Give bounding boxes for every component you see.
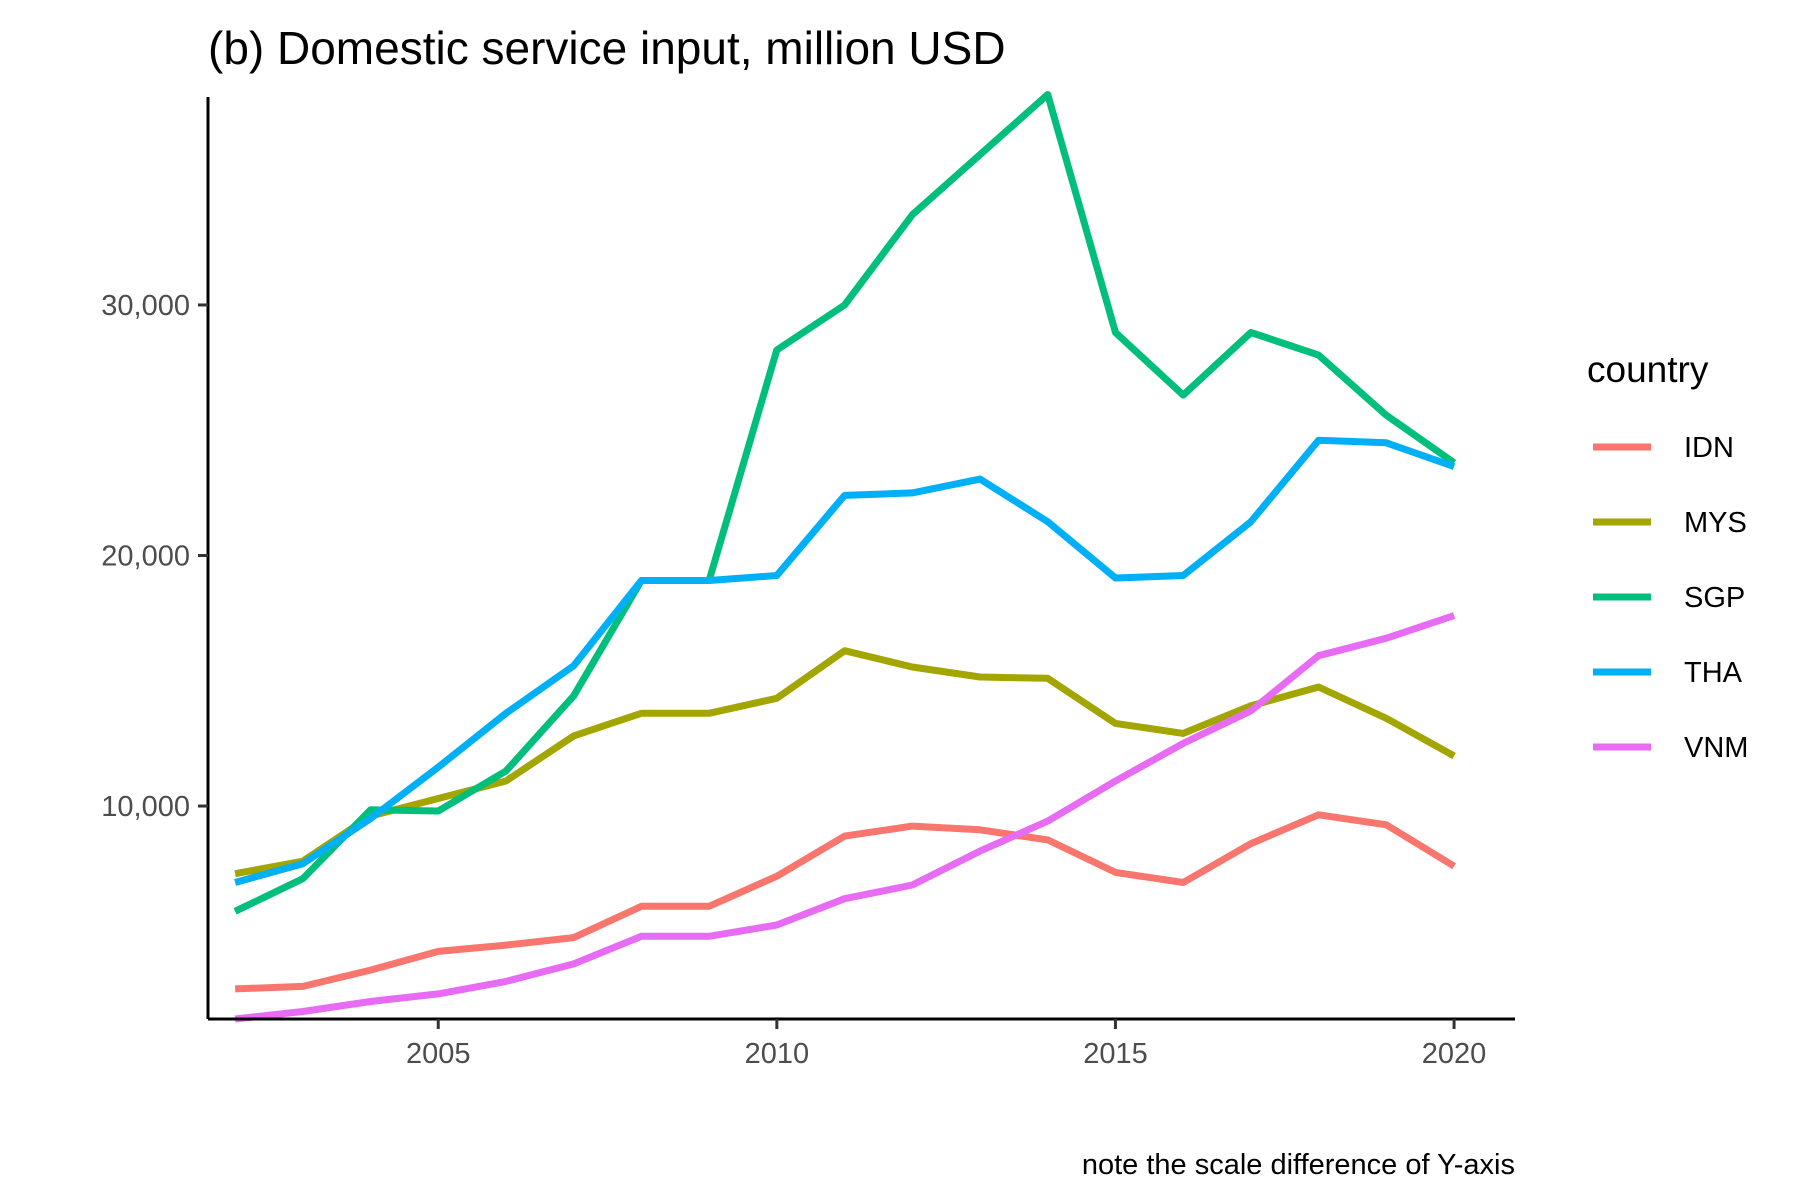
series-line-mys: [234, 647, 1456, 878]
legend-label-tha: THA: [1684, 657, 1743, 689]
series-line-tha: [234, 436, 1456, 886]
series-line-vnm: [234, 612, 1456, 1023]
legend-label-sgp: SGP: [1684, 582, 1745, 614]
legend-title: country: [1587, 349, 1709, 390]
x-tick-label-2020: 2020: [1422, 1038, 1487, 1070]
y-tick-label-20000: 20,000: [101, 540, 190, 572]
x-tick-label-2010: 2010: [745, 1038, 810, 1070]
x-tick-label-2005: 2005: [406, 1038, 471, 1070]
legend-label-idn: IDN: [1684, 432, 1734, 464]
legend-label-vnm: VNM: [1684, 732, 1748, 764]
chart-caption: note the scale difference of Y-axis: [1082, 1149, 1515, 1181]
axes: 2005 2010 2015 2020 10,000 20,000 30,000: [101, 97, 1515, 1070]
y-tick-label-30000: 30,000: [101, 290, 190, 322]
series-line-idn: [234, 811, 1456, 993]
y-tick-label-10000: 10,000: [101, 791, 190, 823]
x-tick-label-2015: 2015: [1083, 1038, 1148, 1070]
series-line-sgp: [233, 91, 1457, 915]
legend: country IDN MYS SGP THA VNM: [1587, 349, 1748, 764]
chart-title: (b) Domestic service input, million USD: [208, 22, 1006, 74]
plot-area: [233, 91, 1457, 1023]
legend-label-mys: MYS: [1684, 507, 1747, 539]
